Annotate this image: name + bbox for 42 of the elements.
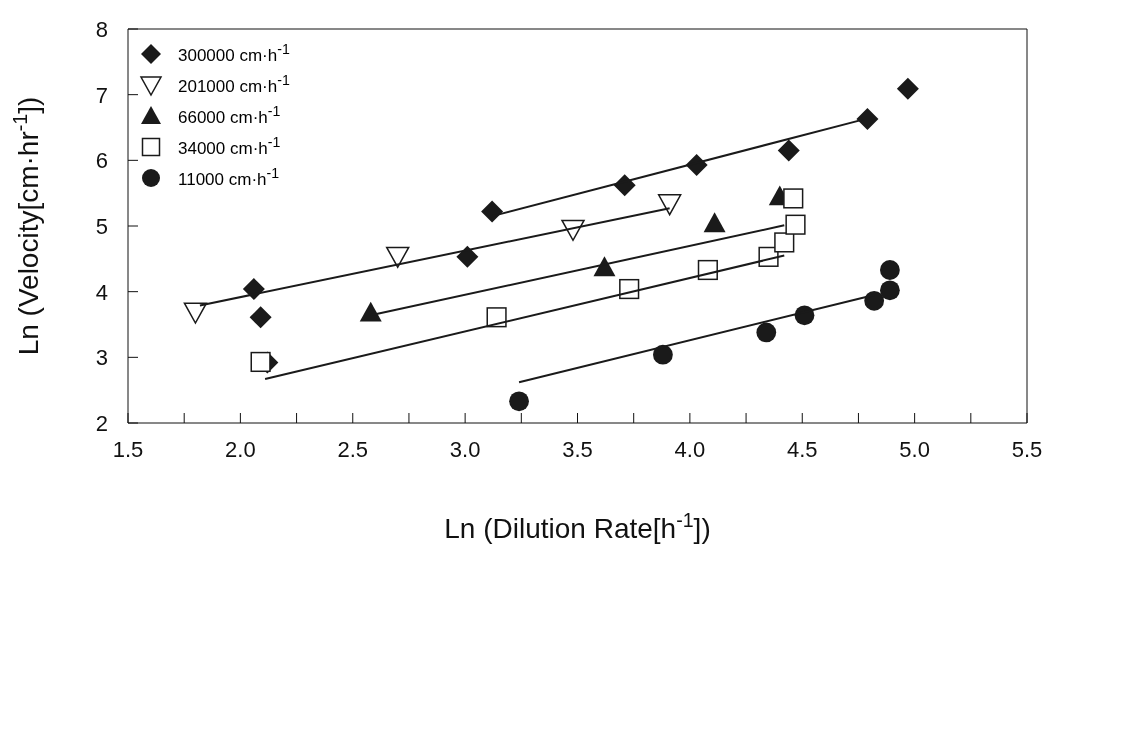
y-tick-label: 8 — [95, 17, 108, 42]
point — [785, 214, 806, 235]
point — [777, 139, 800, 162]
y-tick-label: 4 — [95, 279, 108, 305]
y-tick-label: 7 — [95, 82, 108, 108]
x-tick-label: 4.0 — [674, 437, 706, 462]
point — [509, 391, 529, 412]
point — [385, 246, 410, 268]
legend-label: 11000 cm·h$^{-1}$ — [178, 165, 280, 190]
legend-label: 201000 cm·h$^{-1}$ — [178, 72, 290, 97]
point — [703, 212, 726, 233]
y-tick-label: 6 — [95, 148, 108, 174]
legend-label: 34000 cm·h$^{-1}$ — [178, 134, 281, 159]
point — [249, 306, 272, 329]
point — [896, 77, 919, 100]
point — [880, 260, 900, 280]
x-tick-label: 1.5 — [112, 437, 144, 462]
point — [783, 188, 804, 209]
point — [250, 351, 271, 373]
point — [481, 200, 504, 223]
x-tick-label: 3.5 — [562, 437, 593, 462]
point — [880, 280, 900, 301]
y-tick-label: 2 — [95, 411, 108, 436]
x-tick-label: 4.5 — [786, 437, 818, 462]
y-tick-label: 3 — [95, 345, 108, 371]
legend-label: 66000 cm·h$^{-1}$ — [178, 103, 281, 128]
x-tick-label: 5.5 — [1011, 437, 1043, 462]
point — [183, 302, 208, 324]
point — [456, 245, 479, 268]
x-tick-label: 5.0 — [899, 437, 930, 462]
point — [657, 194, 682, 216]
point — [593, 256, 616, 277]
y-tick-label: 5 — [95, 214, 108, 239]
legend-label: 300000 cm·h$^{-1}$ — [178, 41, 290, 66]
x-tick-label: 2.0 — [225, 437, 256, 462]
point — [756, 322, 777, 343]
point — [856, 107, 879, 130]
x-tick-label: 2.5 — [337, 437, 369, 462]
x-tick-label: 3.0 — [449, 437, 481, 462]
x-axis-title: Ln (Dilution Rate[h$^{-1}$]) — [444, 509, 711, 544]
point — [242, 278, 265, 301]
point — [864, 290, 885, 311]
